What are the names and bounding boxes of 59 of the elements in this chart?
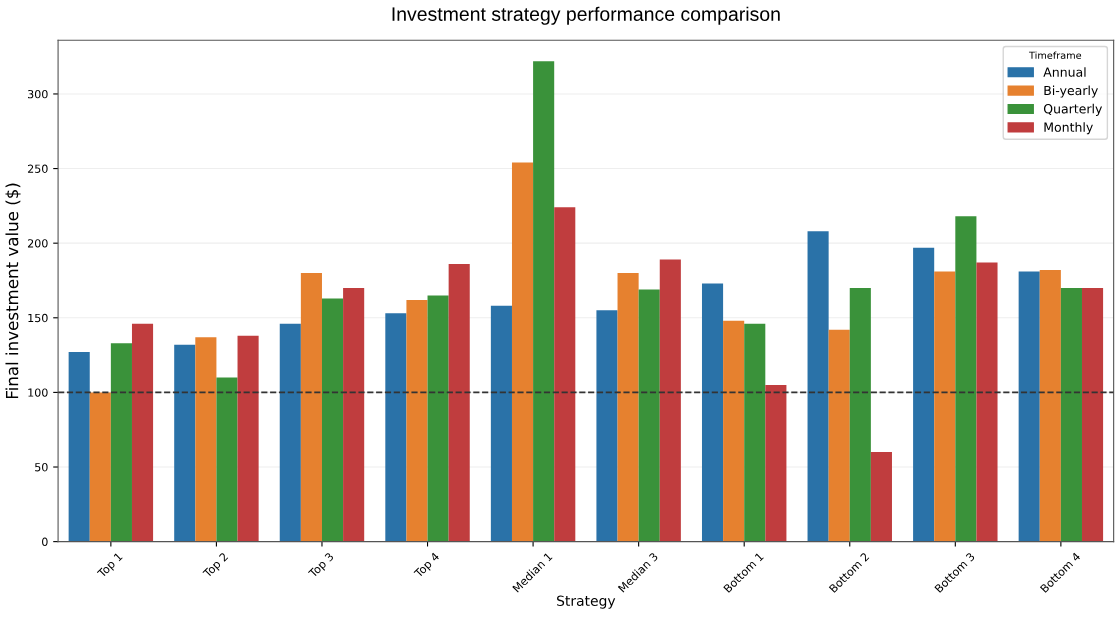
- legend-label: Monthly: [1044, 122, 1093, 135]
- x-tick-label: Top 1: [96, 552, 125, 580]
- bar: [1018, 271, 1040, 542]
- bar: [89, 392, 111, 542]
- bar: [279, 323, 301, 542]
- legend-label: Bi-yearly: [1044, 85, 1098, 98]
- bar: [490, 305, 512, 542]
- x-axis-title: Strategy: [557, 595, 616, 609]
- bar: [828, 329, 850, 542]
- x-tick-label: Top 4: [413, 552, 442, 580]
- chart-title: Investment strategy performance comparison: [392, 6, 780, 25]
- y-tick-label: 150: [28, 313, 48, 323]
- y-tick-label: 300: [28, 89, 48, 99]
- bar: [701, 283, 724, 542]
- bar: [1039, 270, 1061, 542]
- bar: [976, 262, 998, 542]
- bar: [659, 259, 681, 542]
- y-tick-label: 200: [27, 239, 48, 248]
- x-tick-label: Top 3: [307, 552, 336, 580]
- legend-title: Timeframe: [1028, 51, 1082, 60]
- legend-label: Quarterly: [1043, 103, 1103, 116]
- bar: [68, 352, 90, 542]
- bar: [870, 452, 892, 542]
- bar: [807, 231, 829, 542]
- bar: [216, 377, 238, 542]
- bar: [385, 313, 407, 542]
- bar: [1060, 287, 1082, 542]
- y-tick-label: 250: [27, 164, 48, 173]
- bar: [638, 289, 660, 542]
- bar: [511, 162, 534, 542]
- bar: [533, 61, 555, 542]
- bar: [744, 323, 766, 542]
- bar: [849, 287, 871, 542]
- bar: [110, 343, 132, 542]
- legend-label: Annual: [1043, 67, 1086, 77]
- bar: [321, 298, 344, 542]
- bar: [955, 216, 977, 542]
- bar: [596, 310, 618, 542]
- y-tick-label: 100: [28, 388, 48, 397]
- bar: [406, 299, 428, 542]
- bar: [300, 273, 322, 542]
- bar: [131, 323, 154, 542]
- bar: [343, 287, 365, 542]
- bar: [174, 344, 196, 542]
- bar: [913, 247, 935, 542]
- bar: [448, 264, 470, 542]
- bar: [237, 335, 259, 542]
- bar: [1081, 287, 1104, 542]
- bar: [765, 384, 787, 542]
- bar: [723, 320, 745, 542]
- x-tick-label: Top 2: [202, 552, 230, 580]
- bar: [554, 207, 576, 542]
- y-axis-title: Final investment value ($): [5, 183, 21, 399]
- y-tick-label: 0: [42, 537, 48, 546]
- bar: [195, 337, 217, 542]
- bar: [427, 295, 449, 542]
- bar: [617, 273, 639, 542]
- bar: [934, 271, 956, 542]
- y-tick-label: 50: [35, 462, 48, 472]
